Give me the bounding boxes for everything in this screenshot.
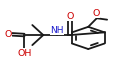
Text: OH: OH [17, 49, 32, 58]
Text: O: O [4, 30, 12, 39]
Text: O: O [66, 12, 74, 21]
Text: NH: NH [51, 26, 64, 35]
Text: O: O [92, 9, 100, 18]
